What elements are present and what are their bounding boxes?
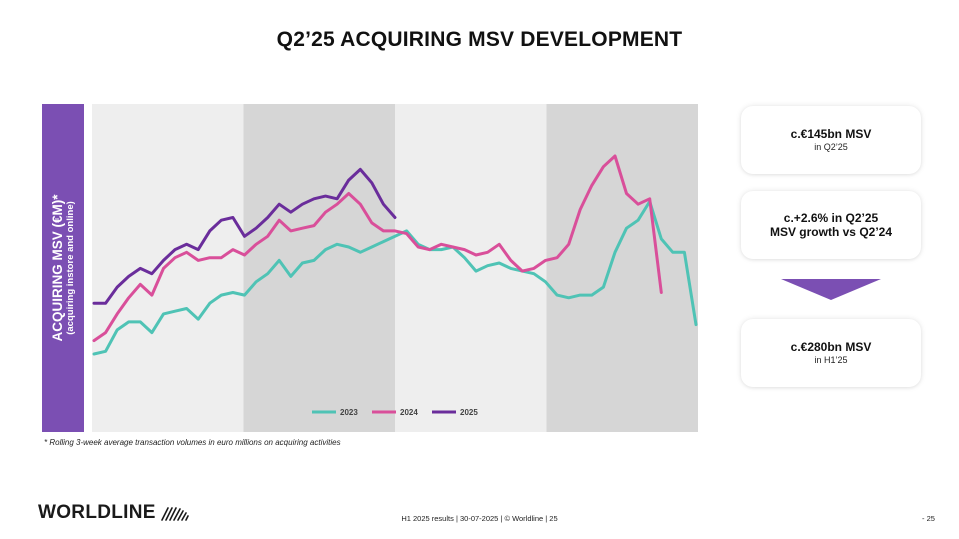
- msv-q2-period: in Q2’25: [814, 142, 848, 152]
- msv-growth-comparison: MSV growth vs Q2’24: [769, 225, 893, 239]
- series-line-2025: [92, 167, 397, 305]
- y-axis-label-sub: (acquiring instore and online): [65, 201, 76, 335]
- msv-growth-value: c.+2.6% in Q2’25: [783, 211, 879, 225]
- quarter-band-1: [92, 104, 244, 432]
- legend-label-2023: 2023: [340, 408, 358, 417]
- msv-h1-period: in H1’25: [814, 355, 848, 365]
- slide-title: Q2’25 ACQUIRING MSV DEVELOPMENT: [276, 28, 683, 51]
- quarter-band-4: [546, 104, 698, 432]
- quarter-band-3: [395, 104, 547, 432]
- page-number: - 25: [922, 514, 935, 523]
- series-line-2024: [92, 154, 663, 343]
- msv-q2-card: c.€145bn MSV in Q2’25: [741, 106, 921, 174]
- y-axis-label-band: [42, 104, 84, 432]
- quarter-band-2: [243, 104, 396, 432]
- legend-label-2025: 2025: [460, 408, 478, 417]
- series-line-2023: [92, 200, 698, 356]
- msv-h1-value: c.€280bn MSV: [790, 340, 872, 354]
- worldline-wave-icon: [160, 507, 189, 521]
- y-axis-label-main: ACQUIRING MSV (€M)*: [50, 194, 65, 342]
- down-arrow-icon: [781, 279, 881, 300]
- footer-info: H1 2025 results | 30-07-2025 | © Worldli…: [401, 514, 558, 523]
- worldline-logo: WORLDLINE: [38, 502, 190, 524]
- y-axis-label: ACQUIRING MSV (€M)* (acquiring instore a…: [50, 194, 76, 341]
- msv-line-chart: 2023 2024 2025: [92, 104, 698, 432]
- msv-q2-value: c.€145bn MSV: [790, 127, 872, 141]
- chart-footnote: * Rolling 3-week average transaction vol…: [44, 438, 341, 447]
- legend-label-2024: 2024: [400, 408, 418, 417]
- msv-h1-card: c.€280bn MSV in H1’25: [741, 319, 921, 387]
- msv-growth-card: c.+2.6% in Q2’25 MSV growth vs Q2’24: [741, 191, 921, 259]
- worldline-logo-text: WORLDLINE: [38, 502, 156, 523]
